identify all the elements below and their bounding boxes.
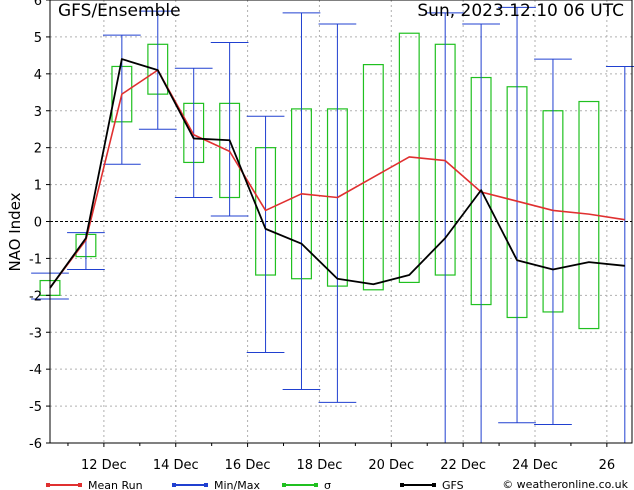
y-tick-label: -4 bbox=[29, 363, 42, 378]
x-tick-label: 22 Dec bbox=[440, 458, 486, 473]
x-tick-label: 26 bbox=[599, 458, 616, 473]
legend-label: σ bbox=[324, 479, 331, 490]
y-tick-label: -6 bbox=[29, 437, 42, 452]
y-tick-label: -2 bbox=[29, 289, 42, 304]
chart-title: GFS/Ensemble bbox=[58, 1, 181, 21]
y-tick-label: -1 bbox=[29, 252, 42, 267]
series-lines bbox=[49, 58, 625, 289]
legend-item-sigma: σ bbox=[282, 479, 331, 490]
legend-item-gfs: GFS bbox=[400, 479, 464, 490]
legend-marker-left bbox=[172, 483, 176, 487]
y-axis-label: NAO Index bbox=[6, 192, 24, 271]
legend-item-minmax: Min/Max bbox=[172, 479, 260, 490]
legend-item-mean: Mean Run bbox=[46, 479, 143, 490]
axes: -6 -5 -4 -3 -2 -1 0 1 2 3 4 5 6 12 Dec 14 Dec 16 Dec 18 … bbox=[29, 0, 615, 473]
y-tick-label: -5 bbox=[29, 400, 42, 415]
y-tick-label: -3 bbox=[29, 326, 42, 341]
sigma-box bbox=[362, 64, 384, 291]
credit-text: © weatheronline.co.uk bbox=[502, 478, 628, 490]
y-tick-label: 3 bbox=[34, 105, 42, 120]
y-tick-label: 0 bbox=[34, 216, 42, 231]
y-tick-label: 4 bbox=[34, 68, 42, 83]
run-timestamp: Sun, 2023.12.10 06 UTC bbox=[417, 1, 624, 21]
legend-marker-left bbox=[46, 483, 50, 487]
x-tick-label: 12 Dec bbox=[81, 458, 127, 473]
mean-run-line bbox=[49, 69, 625, 289]
legend: Mean Run Min/Max σ GFS bbox=[46, 479, 464, 490]
legend-marker-right bbox=[204, 483, 208, 487]
gfs-line bbox=[49, 58, 625, 289]
grid bbox=[50, 0, 632, 443]
legend-marker-left bbox=[282, 483, 286, 487]
x-tick-label: 16 Dec bbox=[225, 458, 271, 473]
legend-label: Mean Run bbox=[88, 479, 143, 490]
legend-label: GFS bbox=[442, 479, 464, 490]
y-tick-label: 2 bbox=[34, 142, 42, 157]
x-tick-label: 20 Dec bbox=[368, 458, 414, 473]
legend-marker-left bbox=[400, 483, 404, 487]
legend-marker-right bbox=[78, 483, 82, 487]
x-tick-label: 14 Dec bbox=[153, 458, 199, 473]
y-tick-label: 6 bbox=[34, 0, 42, 9]
legend-marker-right bbox=[432, 483, 436, 487]
x-tick-label: 24 Dec bbox=[512, 458, 558, 473]
legend-label: Min/Max bbox=[214, 479, 260, 490]
y-tick-label: 5 bbox=[34, 31, 42, 46]
x-tick-label: 18 Dec bbox=[297, 458, 343, 473]
y-tick-label: 1 bbox=[34, 179, 42, 194]
legend-marker-right bbox=[314, 483, 318, 487]
